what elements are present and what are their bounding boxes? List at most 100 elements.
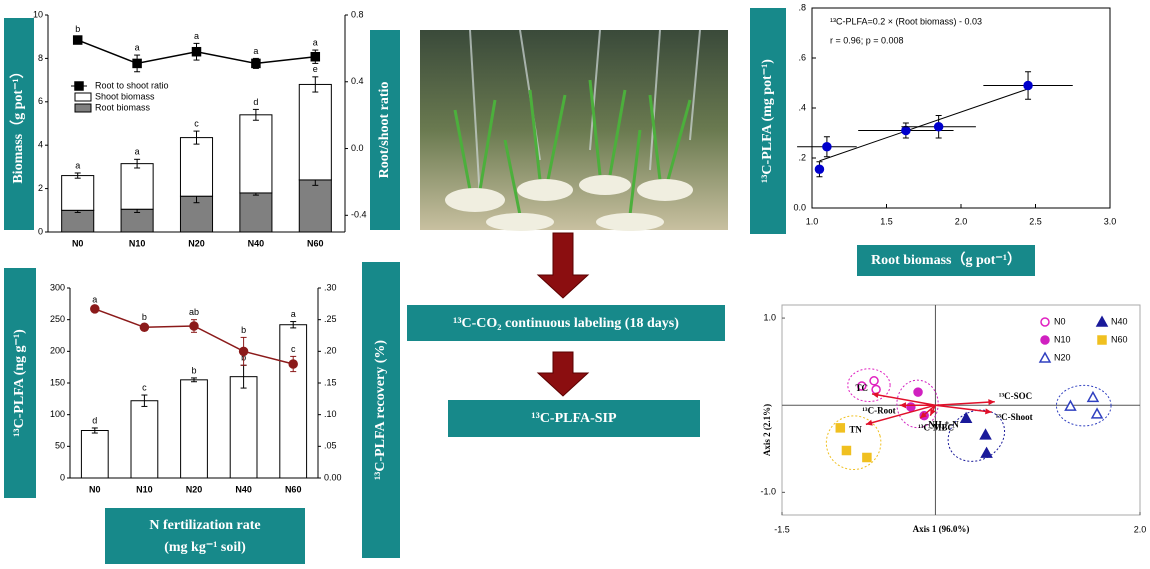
legend-label: N20 [1054,352,1071,362]
vector-label: TC [855,383,868,393]
frame [781,304,1141,516]
bar [239,192,273,233]
y-tick-label: 150 [50,377,65,387]
process-box [448,400,700,437]
y-tick-label: 100 [50,409,65,419]
marker [90,304,100,314]
bar [61,209,95,233]
vector-label: NH₄⁺-N [928,420,959,430]
y2-axis-label: ¹³C-PLFA recovery (%) [373,340,388,480]
y-tick-label: 300 [50,282,65,292]
bar [61,175,95,211]
vector-label: ¹³C-MBC [918,422,954,432]
photo-pots [445,175,693,231]
arrowhead [865,419,873,426]
marker [1090,407,1104,419]
arrowhead [988,399,995,406]
y-tick-label: 1.0 [763,312,776,322]
significance-letter: c [291,344,296,354]
y2-tick-label: .05 [324,441,337,451]
trendline [819,88,1029,162]
x-tick-label: N60 [285,484,302,494]
legend-label: Root biomass [95,102,151,112]
x-tick-label: -1.5 [774,524,790,534]
y-tick-label: 10 [33,9,43,19]
marker [238,346,249,357]
y2-tick-label: .10 [324,409,337,419]
marker [862,452,872,463]
process-step: ¹³C-CO₂ continuous labeling (18 days) [453,316,679,331]
significance-letter: a [135,147,140,157]
y-tick-label: 4 [38,140,43,150]
marker [189,321,199,331]
bar [229,376,258,479]
marker [814,164,825,174]
y2-tick-label: 0.8 [351,9,364,19]
marker [906,402,916,412]
y-tick-label: 0 [60,472,65,482]
vector-label: ¹³C-Root [862,405,895,415]
bar [180,379,208,479]
y-tick-label: .8 [798,2,806,12]
group-ellipse [1055,384,1112,427]
marker [835,423,846,433]
x-tick-label: N20 [188,238,205,248]
y2-tick-label: 0.0 [351,143,364,153]
loading-vector [871,393,936,406]
y-axis-label: ¹³C-PLFA (mg pot⁻¹) [760,59,775,183]
y-axis-label: Axis 2 (2.1%) [762,404,772,456]
process-arrow [536,351,590,397]
marker [72,35,83,45]
significance-letter: b [241,325,246,335]
legend-swatch [74,92,92,102]
x-tick-label: 2.5 [1029,216,1042,226]
x-tick-label: N0 [72,238,84,248]
vector-label: TN [849,424,862,434]
bar [298,83,332,181]
marker [1095,315,1109,327]
y-tick-label: 8 [38,53,43,63]
y2-tick-label: .30 [324,282,337,292]
significance-letter: a [253,46,258,56]
marker [841,445,852,456]
marker [913,387,923,397]
label-box [4,18,34,230]
x-axis-label: N fertilization rate [149,518,260,533]
y-tick-label: .6 [798,52,806,62]
y-tick-label: 6 [38,96,43,106]
y2-tick-label: 0.4 [351,76,364,86]
x-tick-label: 1.0 [806,216,819,226]
marker [871,384,881,395]
significance-letter: a [291,309,296,319]
x-tick-label: N10 [136,484,153,494]
bar [179,137,214,197]
y-tick-label: 0.0 [793,202,806,212]
significance-letter: a [194,31,199,41]
label-box [4,268,36,498]
vector-label: ¹³C-SOC [999,391,1032,401]
y2-tick-label: -0.4 [351,210,367,220]
x-axis-label: (mg kg⁻¹ soil) [164,540,246,555]
marker [310,51,321,62]
significance-letter: a [135,42,140,52]
x-tick-label: 1.5 [880,216,893,226]
marker [251,58,261,69]
significance-letter: c [194,118,199,128]
marker [132,58,142,69]
bar [279,324,308,479]
vector-label: ¹³C-Shoot [996,412,1033,422]
marker [139,322,150,333]
x-tick-label: N40 [235,484,252,494]
significance-letter: a [75,160,80,170]
y2-tick-label: .25 [324,314,337,324]
significance-letter: d [253,97,258,107]
marker [1097,335,1107,345]
process-step: ¹³C-PLFA-SIP [531,411,617,426]
label-box [362,262,400,558]
marker [288,359,298,369]
marker [74,81,84,91]
arrowhead [899,402,906,409]
legend-label: N40 [1111,316,1128,326]
bar [298,179,332,233]
